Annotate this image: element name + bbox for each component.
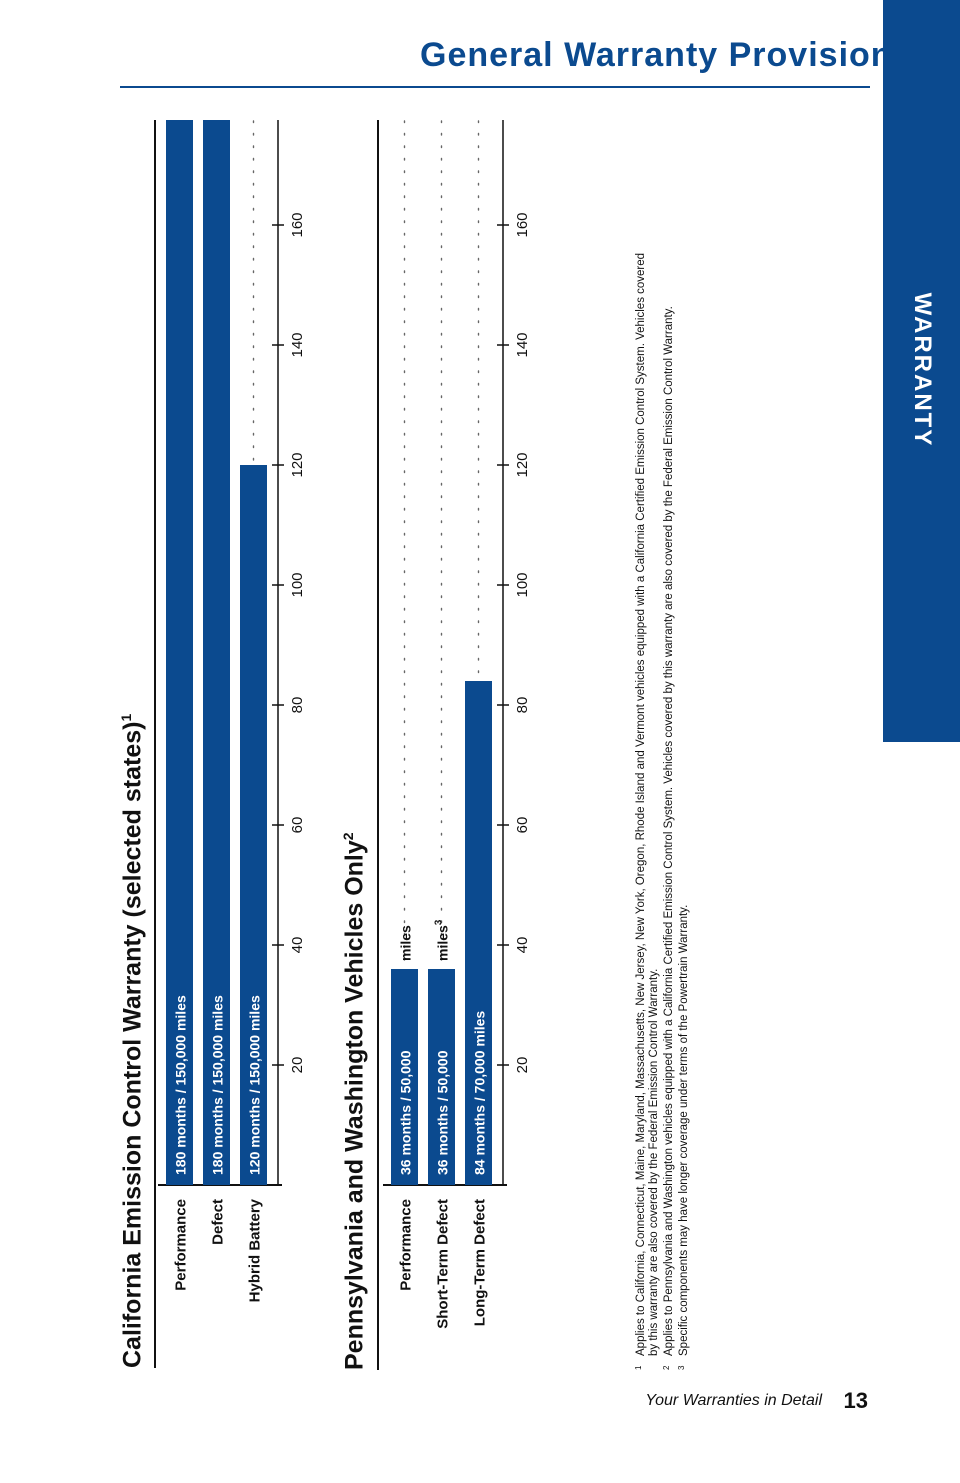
- tick-label: 140: [289, 332, 306, 357]
- bar: [465, 681, 492, 1185]
- category-label: Long-Term Defect: [472, 1199, 489, 1326]
- footnotes: 1 Applies to California, Connecticut, Mai…: [634, 250, 693, 1370]
- bar-label: 120 months / 150,000 miles: [247, 995, 263, 1175]
- bar-label: 36 months / 50,000: [435, 1050, 451, 1175]
- tick-label: 80: [289, 697, 306, 714]
- header-divider: [120, 86, 870, 88]
- tick-label: 20: [289, 1057, 306, 1074]
- tick-label: 140: [514, 332, 531, 357]
- tick-label: 40: [289, 937, 306, 954]
- bar: [240, 465, 267, 1185]
- tick-label: 60: [514, 817, 531, 834]
- category-label: Short-Term Defect: [435, 1199, 452, 1329]
- bar-label: 36 months / 50,000: [398, 1050, 414, 1175]
- tick-label: 20: [514, 1057, 531, 1074]
- rotated-content: California Emission Control Warranty (se…: [100, 120, 860, 1420]
- tick-label: 120: [514, 452, 531, 477]
- footnote-1: 1 Applies to California, Connecticut, Mai…: [634, 252, 660, 1370]
- tick-label: 160: [289, 212, 306, 237]
- section-title-pennsylvania: Pennsylvania and Washington Vehicles Onl…: [340, 832, 369, 1370]
- tick-label: 100: [514, 572, 531, 597]
- page-number: 13: [843, 1388, 868, 1413]
- bar: [428, 969, 455, 1185]
- bar: [203, 120, 230, 1185]
- side-tab: WARRANTY: [883, 0, 960, 742]
- tick-label: 100: [289, 572, 306, 597]
- page-title: General Warranty Provisions: [420, 36, 913, 74]
- bar-label: 180 months / 150,000 miles: [173, 995, 189, 1175]
- tick-label: 60: [289, 817, 306, 834]
- section-rule-pennsylvania: [377, 120, 379, 1370]
- section-title-california: California Emission Control Warranty (se…: [118, 713, 147, 1368]
- bar: [166, 120, 193, 1185]
- footnote-3: 3 Specific components may have longer cov…: [677, 904, 690, 1370]
- side-tab-label: WARRANTY: [908, 292, 936, 448]
- bar-label: 180 months / 150,000 miles: [210, 995, 226, 1175]
- category-label: Defect: [210, 1199, 227, 1245]
- tick-label: 80: [514, 697, 531, 714]
- footer-text: Your Warranties in Detail: [645, 1392, 822, 1409]
- footnote-2: 2 Applies to Pennsylvania and Washington …: [662, 306, 675, 1370]
- tick-label: 160: [514, 212, 531, 237]
- bar-suffix: miles: [398, 925, 414, 961]
- tick-label: 40: [514, 937, 531, 954]
- bar-suffix-sup: 3: [434, 919, 445, 925]
- bar: [391, 969, 418, 1185]
- tick-label: 120: [289, 452, 306, 477]
- category-label: Performance: [173, 1199, 190, 1291]
- california-warranty-chart: Performance 180 months / 150,000 miles Def…: [158, 120, 306, 1302]
- bar-suffix: miles3: [434, 919, 451, 961]
- category-label: Performance: [398, 1199, 415, 1291]
- section-rule-california: [154, 120, 156, 1368]
- bar-label: 84 months / 70,000 miles: [472, 1011, 488, 1175]
- category-label: Hybrid Battery: [247, 1198, 264, 1302]
- pennsylvania-warranty-chart: Performance 36 months / 50,000 miles Short-…: [383, 120, 531, 1329]
